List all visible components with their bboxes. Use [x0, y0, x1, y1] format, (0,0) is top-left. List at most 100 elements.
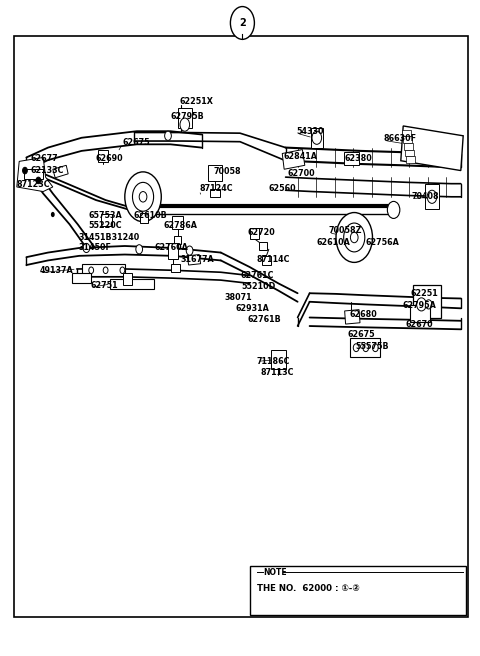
Circle shape [83, 243, 90, 253]
Text: 86630F: 86630F [384, 134, 417, 143]
Text: 62675: 62675 [348, 330, 376, 339]
Text: 38071: 38071 [225, 293, 252, 302]
Bar [171, 264, 180, 272]
Text: NOTE: NOTE [263, 567, 287, 577]
Bar [404, 143, 413, 150]
Text: 65753A: 65753A [89, 211, 122, 220]
Circle shape [125, 172, 161, 222]
Text: 49137A: 49137A [39, 266, 73, 276]
Text: 87113C: 87113C [261, 368, 294, 377]
Circle shape [136, 245, 143, 254]
Bar [405, 150, 414, 156]
Text: 31677A: 31677A [180, 255, 214, 264]
Text: 87123C: 87123C [17, 180, 50, 190]
Text: 62133C: 62133C [30, 166, 64, 175]
Bar [210, 189, 220, 197]
Text: 62931A: 62931A [235, 304, 269, 313]
Circle shape [344, 223, 365, 252]
Text: 62680: 62680 [349, 310, 377, 319]
Bar [72, 273, 91, 283]
Text: 62841A: 62841A [283, 152, 317, 161]
Circle shape [372, 344, 378, 352]
Polygon shape [345, 310, 360, 324]
Text: 62756A: 62756A [366, 238, 400, 247]
Circle shape [425, 300, 432, 309]
Bar [98, 150, 108, 162]
Bar [250, 228, 259, 239]
Text: 62380: 62380 [345, 154, 372, 163]
Bar [110, 279, 154, 289]
Text: 62677: 62677 [30, 154, 58, 163]
Bar [123, 273, 132, 285]
Circle shape [89, 267, 94, 274]
Text: 62610B: 62610B [133, 211, 167, 220]
Text: 31451B31240: 31451B31240 [78, 233, 140, 242]
Bar [140, 213, 148, 223]
Text: 55210D: 55210D [241, 282, 275, 291]
Circle shape [417, 298, 426, 311]
Circle shape [36, 177, 41, 184]
Polygon shape [53, 165, 68, 178]
Bar [178, 108, 192, 128]
Bar [410, 305, 430, 321]
Circle shape [312, 131, 322, 144]
Circle shape [180, 118, 190, 131]
Text: 62795B: 62795B [170, 112, 204, 121]
Text: 54330: 54330 [297, 127, 324, 136]
Circle shape [230, 7, 254, 39]
Bar [14, 36, 468, 617]
Bar [250, 566, 466, 615]
Bar [24, 169, 43, 178]
Text: 62670: 62670 [406, 320, 433, 329]
Circle shape [350, 232, 358, 243]
Text: 70058: 70058 [214, 167, 241, 176]
Text: 62795A: 62795A [402, 300, 436, 310]
Bar [208, 165, 222, 181]
Polygon shape [401, 126, 463, 171]
Circle shape [120, 267, 125, 274]
Text: 62720: 62720 [247, 228, 275, 237]
Text: 62761C: 62761C [241, 271, 275, 280]
Text: 62690: 62690 [95, 154, 123, 163]
Text: 31450F: 31450F [78, 243, 111, 253]
Circle shape [51, 212, 55, 217]
Text: 87124C: 87124C [199, 184, 233, 193]
Text: 2: 2 [239, 18, 246, 28]
Text: 71186C: 71186C [257, 357, 290, 366]
Circle shape [186, 246, 193, 255]
Polygon shape [282, 150, 305, 169]
Bar [311, 128, 323, 148]
Bar [403, 136, 412, 143]
Bar [406, 156, 415, 163]
Text: 62610A: 62610A [317, 238, 351, 247]
Circle shape [387, 201, 400, 218]
Text: 62786A: 62786A [163, 221, 197, 230]
Text: 62760A: 62760A [155, 243, 189, 253]
Bar [82, 264, 125, 276]
Text: 62251X: 62251X [180, 97, 214, 106]
Circle shape [132, 182, 154, 211]
Circle shape [353, 344, 359, 352]
Text: 87114C: 87114C [257, 255, 290, 264]
Text: 70408: 70408 [412, 192, 440, 201]
Bar [174, 236, 181, 244]
Bar [172, 216, 183, 229]
Circle shape [136, 201, 149, 218]
Text: 62560: 62560 [269, 184, 297, 194]
Bar [402, 130, 411, 136]
Text: 62251: 62251 [411, 289, 439, 298]
Circle shape [363, 344, 369, 352]
Text: THE NO.  62000 : ①-②: THE NO. 62000 : ①-② [257, 584, 360, 593]
Circle shape [165, 131, 171, 140]
Text: 55220C: 55220C [89, 221, 122, 230]
Text: 70058Z: 70058Z [329, 226, 362, 236]
Bar [425, 184, 439, 209]
Polygon shape [17, 157, 53, 192]
Circle shape [23, 167, 27, 174]
Bar [262, 255, 271, 265]
Circle shape [336, 213, 372, 262]
Text: 62751: 62751 [90, 281, 118, 290]
Bar [260, 242, 267, 250]
Text: 62700: 62700 [288, 169, 316, 178]
Bar [344, 152, 359, 165]
